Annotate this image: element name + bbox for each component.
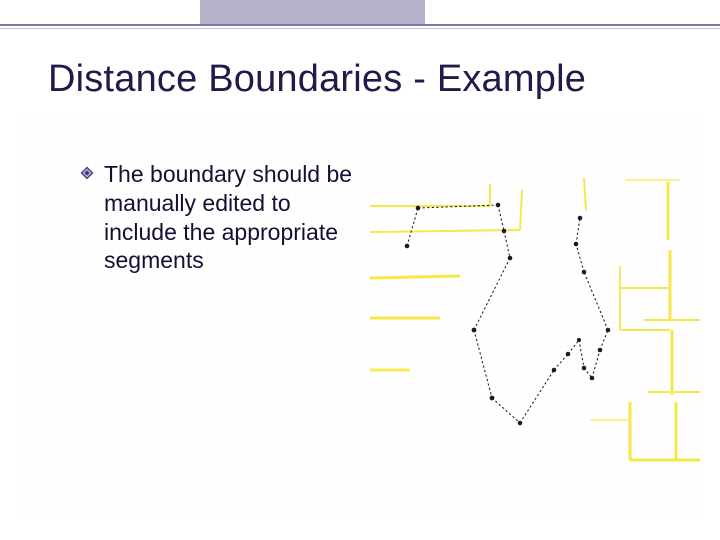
- bullet-text: The boundary should be manually edited t…: [104, 160, 360, 275]
- title-accent-bar: [200, 0, 425, 24]
- diamond-bullet-icon: [80, 166, 94, 185]
- header-rule: [0, 24, 720, 26]
- header-rule-secondary: [0, 28, 720, 29]
- boundary-diagram: [370, 170, 700, 470]
- page-title: Distance Boundaries - Example: [48, 58, 586, 101]
- list-item: The boundary should be manually edited t…: [80, 160, 360, 275]
- slide: Distance Boundaries - Example The bounda…: [0, 0, 720, 540]
- content-block: The boundary should be manually edited t…: [80, 160, 360, 275]
